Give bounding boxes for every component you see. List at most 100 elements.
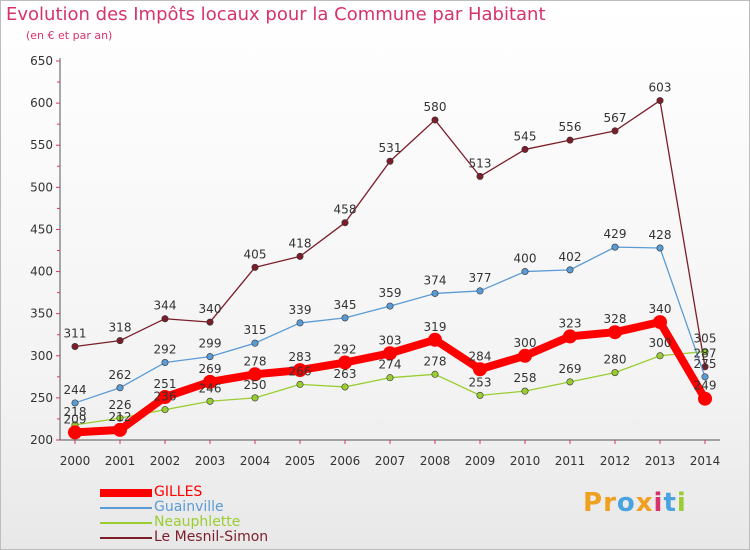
chart-subtitle: (en € et par an) xyxy=(26,29,113,42)
data-label: 244 xyxy=(64,383,87,397)
data-point xyxy=(656,352,664,360)
data-label: 300 xyxy=(514,336,537,350)
data-point xyxy=(473,362,487,377)
data-label: 251 xyxy=(154,377,177,391)
y-tick-label: 650 xyxy=(30,54,53,68)
legend-swatch xyxy=(100,488,152,497)
x-tick-label: 2012 xyxy=(600,454,631,468)
data-label: 323 xyxy=(559,316,582,330)
logo-letter: t xyxy=(663,488,677,518)
x-tick-label: 2005 xyxy=(285,454,316,468)
logo-letter: o xyxy=(616,488,636,518)
data-label: 280 xyxy=(604,353,627,367)
y-tick-label: 200 xyxy=(30,433,53,447)
data-point xyxy=(656,244,664,252)
data-point xyxy=(521,387,529,395)
data-label: 531 xyxy=(379,141,402,155)
data-point xyxy=(161,315,169,323)
data-point xyxy=(296,319,304,327)
data-point xyxy=(341,383,349,391)
data-point xyxy=(116,337,124,345)
data-label: 305 xyxy=(694,332,717,346)
y-tick-label: 500 xyxy=(30,180,53,194)
data-point xyxy=(386,157,394,165)
data-label: 287 xyxy=(694,347,717,361)
data-label: 429 xyxy=(604,227,627,241)
data-label: 603 xyxy=(649,81,672,95)
data-label: 318 xyxy=(109,321,132,335)
data-label: 299 xyxy=(199,337,222,351)
data-point xyxy=(296,380,304,388)
data-labels-layer: 311 318 344 340 405 418 458 531 580 513 545 556 567 6… xyxy=(64,81,717,427)
data-point xyxy=(608,325,622,340)
data-point xyxy=(563,329,577,344)
data-point xyxy=(701,348,709,356)
x-tick-label: 2013 xyxy=(645,454,676,468)
data-point xyxy=(338,355,352,370)
data-point xyxy=(386,302,394,310)
data-label: 269 xyxy=(559,362,582,376)
data-label: 278 xyxy=(424,354,447,368)
logo-letter: P xyxy=(583,488,604,518)
x-tick-label: 2001 xyxy=(105,454,136,468)
data-point xyxy=(656,97,664,105)
x-tick-label: 2010 xyxy=(510,454,541,468)
data-label: 339 xyxy=(289,303,312,317)
legend-label: Guainville xyxy=(154,499,224,515)
data-point xyxy=(431,116,439,124)
data-label: 328 xyxy=(604,312,627,326)
legend-swatch xyxy=(100,521,152,524)
data-point xyxy=(566,136,574,144)
data-point xyxy=(206,318,214,326)
data-label: 218 xyxy=(64,405,87,419)
data-label: 344 xyxy=(154,299,177,313)
data-label: 311 xyxy=(64,327,87,341)
series-layer xyxy=(68,97,712,440)
data-point xyxy=(68,425,82,440)
data-point xyxy=(161,359,169,367)
x-tick-label: 2007 xyxy=(375,454,406,468)
data-label: 315 xyxy=(244,323,267,337)
data-label: 567 xyxy=(604,111,627,125)
logo-letter: i xyxy=(653,488,664,518)
data-label: 275 xyxy=(694,357,717,371)
data-point xyxy=(341,314,349,322)
y-tick-label: 450 xyxy=(30,222,53,236)
data-label: 283 xyxy=(289,350,312,364)
x-tick-label: 2011 xyxy=(555,454,586,468)
logo-letter: x xyxy=(635,488,654,518)
data-label: 292 xyxy=(154,343,177,357)
data-label: 266 xyxy=(289,364,312,378)
data-label: 405 xyxy=(244,247,267,261)
data-label: 319 xyxy=(424,320,447,334)
x-tick-label: 2002 xyxy=(150,454,181,468)
data-label: 400 xyxy=(514,252,537,266)
data-point xyxy=(206,397,214,405)
data-point xyxy=(71,399,79,407)
data-point xyxy=(431,289,439,297)
data-point xyxy=(248,367,262,382)
data-label: 278 xyxy=(244,354,267,368)
x-tick-label: 2004 xyxy=(240,454,271,468)
y-tick-label: 550 xyxy=(30,138,53,152)
chart-title: Evolution des Impôts locaux pour la Comm… xyxy=(6,4,546,25)
x-tick-label: 2006 xyxy=(330,454,361,468)
data-point xyxy=(431,370,439,378)
data-point xyxy=(518,348,532,363)
data-label: 274 xyxy=(379,358,402,372)
data-point xyxy=(476,391,484,399)
data-point xyxy=(698,391,712,406)
logo-letter: r xyxy=(603,488,617,518)
data-point xyxy=(701,373,709,381)
data-label: 236 xyxy=(154,390,177,404)
data-label: 345 xyxy=(334,298,357,312)
data-label: 303 xyxy=(379,333,402,347)
data-label: 556 xyxy=(559,120,582,134)
data-point xyxy=(158,390,172,405)
data-label: 458 xyxy=(334,203,357,217)
data-label: 209 xyxy=(64,412,87,426)
data-label: 545 xyxy=(514,129,537,143)
data-label: 340 xyxy=(199,302,222,316)
data-label: 359 xyxy=(379,286,402,300)
data-point xyxy=(341,219,349,227)
